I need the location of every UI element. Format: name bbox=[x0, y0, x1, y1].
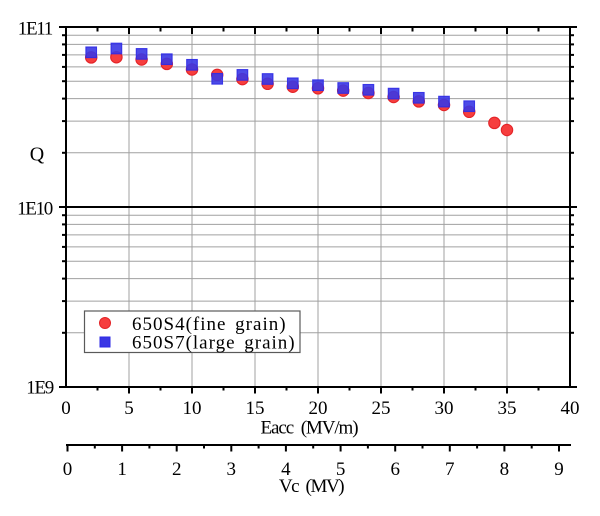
svg-text:650S7(large grain): 650S7(large grain) bbox=[132, 333, 296, 354]
svg-text:1: 1 bbox=[117, 459, 127, 480]
svg-text:0: 0 bbox=[61, 398, 71, 419]
svg-text:9: 9 bbox=[554, 459, 564, 480]
svg-text:15: 15 bbox=[246, 398, 265, 419]
svg-text:0: 0 bbox=[63, 459, 73, 480]
svg-text:25: 25 bbox=[372, 398, 391, 419]
svg-text:1E10: 1E10 bbox=[17, 198, 53, 219]
svg-text:8: 8 bbox=[500, 459, 510, 480]
svg-text:Q: Q bbox=[30, 144, 45, 166]
svg-text:Vc (MV): Vc (MV) bbox=[279, 476, 344, 497]
svg-text:Eacc (MV/m): Eacc (MV/m) bbox=[261, 418, 359, 439]
svg-text:10: 10 bbox=[183, 398, 202, 419]
svg-text:40: 40 bbox=[561, 398, 580, 419]
svg-text:1E11: 1E11 bbox=[18, 18, 53, 39]
svg-text:650S4(fine grain): 650S4(fine grain) bbox=[132, 314, 287, 335]
svg-text:5: 5 bbox=[124, 398, 134, 419]
svg-text:3: 3 bbox=[227, 459, 237, 480]
svg-text:2: 2 bbox=[172, 459, 182, 480]
svg-text:20: 20 bbox=[309, 398, 328, 419]
svg-text:30: 30 bbox=[435, 398, 454, 419]
svg-text:1E9: 1E9 bbox=[26, 377, 54, 398]
svg-text:6: 6 bbox=[390, 459, 400, 480]
svg-text:7: 7 bbox=[445, 459, 455, 480]
svg-text:35: 35 bbox=[498, 398, 517, 419]
svg-text:4: 4 bbox=[281, 459, 291, 480]
svg-text:5: 5 bbox=[336, 459, 346, 480]
